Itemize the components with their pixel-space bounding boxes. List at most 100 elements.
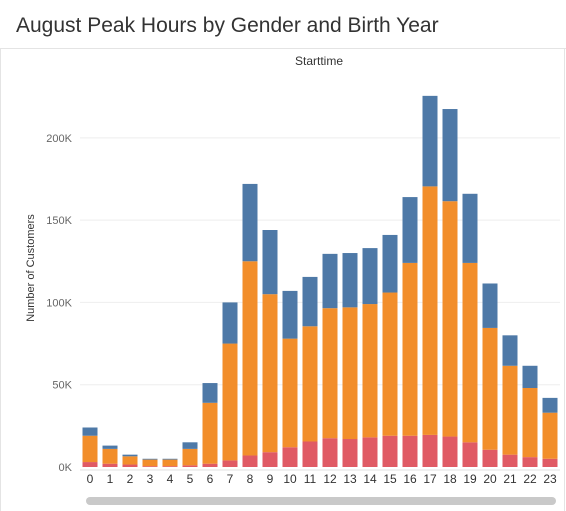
bar-segment <box>162 459 178 467</box>
bar-segment <box>142 466 158 467</box>
bar-segment <box>362 248 378 305</box>
bar-segment <box>82 462 98 467</box>
x-tick-label: 19 <box>463 472 477 486</box>
bar-segment <box>442 201 458 437</box>
bar-segment <box>322 438 338 467</box>
bar-segment <box>222 302 238 344</box>
x-tick-label: 1 <box>107 472 114 486</box>
x-tick-label: 23 <box>543 472 557 486</box>
bar-segment <box>522 365 538 388</box>
bar-segment <box>282 338 298 448</box>
bar-segment <box>462 442 478 467</box>
x-tick-label: 15 <box>383 472 397 486</box>
bar-segment <box>102 445 118 449</box>
bar-segment <box>462 262 478 443</box>
bar-segment <box>482 449 498 467</box>
bar-segment <box>322 308 338 439</box>
x-tick-label: 0 <box>87 472 94 486</box>
bar-segment <box>502 454 518 467</box>
bar-segment <box>422 186 438 435</box>
bar-segment <box>402 435 418 467</box>
bar-segment <box>302 441 318 467</box>
y-tick-label: 100K <box>46 297 72 309</box>
bar-segment <box>382 234 398 293</box>
bar-segment <box>462 193 478 263</box>
bar-segment <box>122 464 138 467</box>
bar-segment <box>522 388 538 458</box>
bar-segment <box>322 253 338 309</box>
bar-segment <box>82 427 98 436</box>
bar-segment <box>262 452 278 467</box>
bar-segment <box>522 457 538 468</box>
x-tick-label: 17 <box>423 472 437 486</box>
bar-segment <box>362 304 378 438</box>
x-tick-label: 10 <box>283 472 297 486</box>
bar-segment <box>442 436 458 467</box>
bar-segment <box>402 197 418 263</box>
bar-segment <box>262 230 278 295</box>
chart-title: August Peak Hours by Gender and Birth Ye… <box>16 14 439 37</box>
bar-segment <box>542 412 558 459</box>
bar-segment <box>262 294 278 453</box>
column-header: Starttime <box>294 54 343 68</box>
bar-segment <box>542 458 558 467</box>
x-tick-label: 22 <box>523 472 537 486</box>
bar-segment <box>342 253 358 308</box>
bar-segment <box>482 327 498 450</box>
x-tick-label: 9 <box>267 472 274 486</box>
bar-segment <box>182 442 198 449</box>
bar-segment <box>202 463 218 467</box>
frame-right-border <box>564 48 565 511</box>
x-tick-label: 14 <box>363 472 377 486</box>
horizontal-scrollbar[interactable] <box>86 497 556 505</box>
y-tick-label: 200K <box>46 133 72 145</box>
bar-segment <box>102 448 118 464</box>
x-tick-label: 11 <box>304 472 317 486</box>
bar-segment <box>122 454 138 457</box>
bar-segment <box>302 326 318 442</box>
x-tick-label: 13 <box>343 472 357 486</box>
y-tick-label: 50K <box>52 380 72 392</box>
x-tick-label: 16 <box>403 472 417 486</box>
bar-segment <box>442 109 458 202</box>
bar-segment <box>342 307 358 440</box>
x-tick-label: 3 <box>147 472 154 486</box>
bar-segment <box>142 458 158 460</box>
bar-segment <box>122 456 138 465</box>
bar-segment <box>302 276 318 327</box>
bar-segment <box>382 292 398 436</box>
x-tick-label: 5 <box>187 472 194 486</box>
bar-segment <box>82 435 98 463</box>
x-tick-label: 12 <box>323 472 337 486</box>
bar-segment <box>222 343 238 461</box>
bar-segment <box>542 397 558 413</box>
x-tick-label: 18 <box>443 472 457 486</box>
bar-segment <box>342 439 358 467</box>
bar-segment <box>402 262 418 436</box>
x-tick-label: 2 <box>127 472 134 486</box>
bar-segment <box>162 466 178 467</box>
x-tick-label: 20 <box>483 472 497 486</box>
bar-segment <box>502 335 518 366</box>
bar-segment <box>362 437 378 468</box>
bar-segment <box>422 434 438 467</box>
frame-left-border <box>0 48 1 511</box>
frame-top-border <box>0 48 566 49</box>
y-tick-label: 0K <box>59 462 73 474</box>
bar-segment <box>222 460 238 467</box>
x-tick-label: 8 <box>247 472 254 486</box>
bar-segment <box>502 365 518 455</box>
bar-segment <box>242 261 258 456</box>
bar-segment <box>242 183 258 262</box>
bar-segment <box>282 447 298 467</box>
bar-segment <box>162 458 178 460</box>
bar-segment <box>422 95 438 187</box>
bar-segment <box>282 290 298 339</box>
x-tick-label: 4 <box>167 472 174 486</box>
bar-segment <box>102 463 118 467</box>
y-tick-label: 150K <box>46 215 72 227</box>
bar-segment <box>382 435 398 467</box>
bar-segment <box>202 383 218 403</box>
x-tick-label: 6 <box>207 472 214 486</box>
